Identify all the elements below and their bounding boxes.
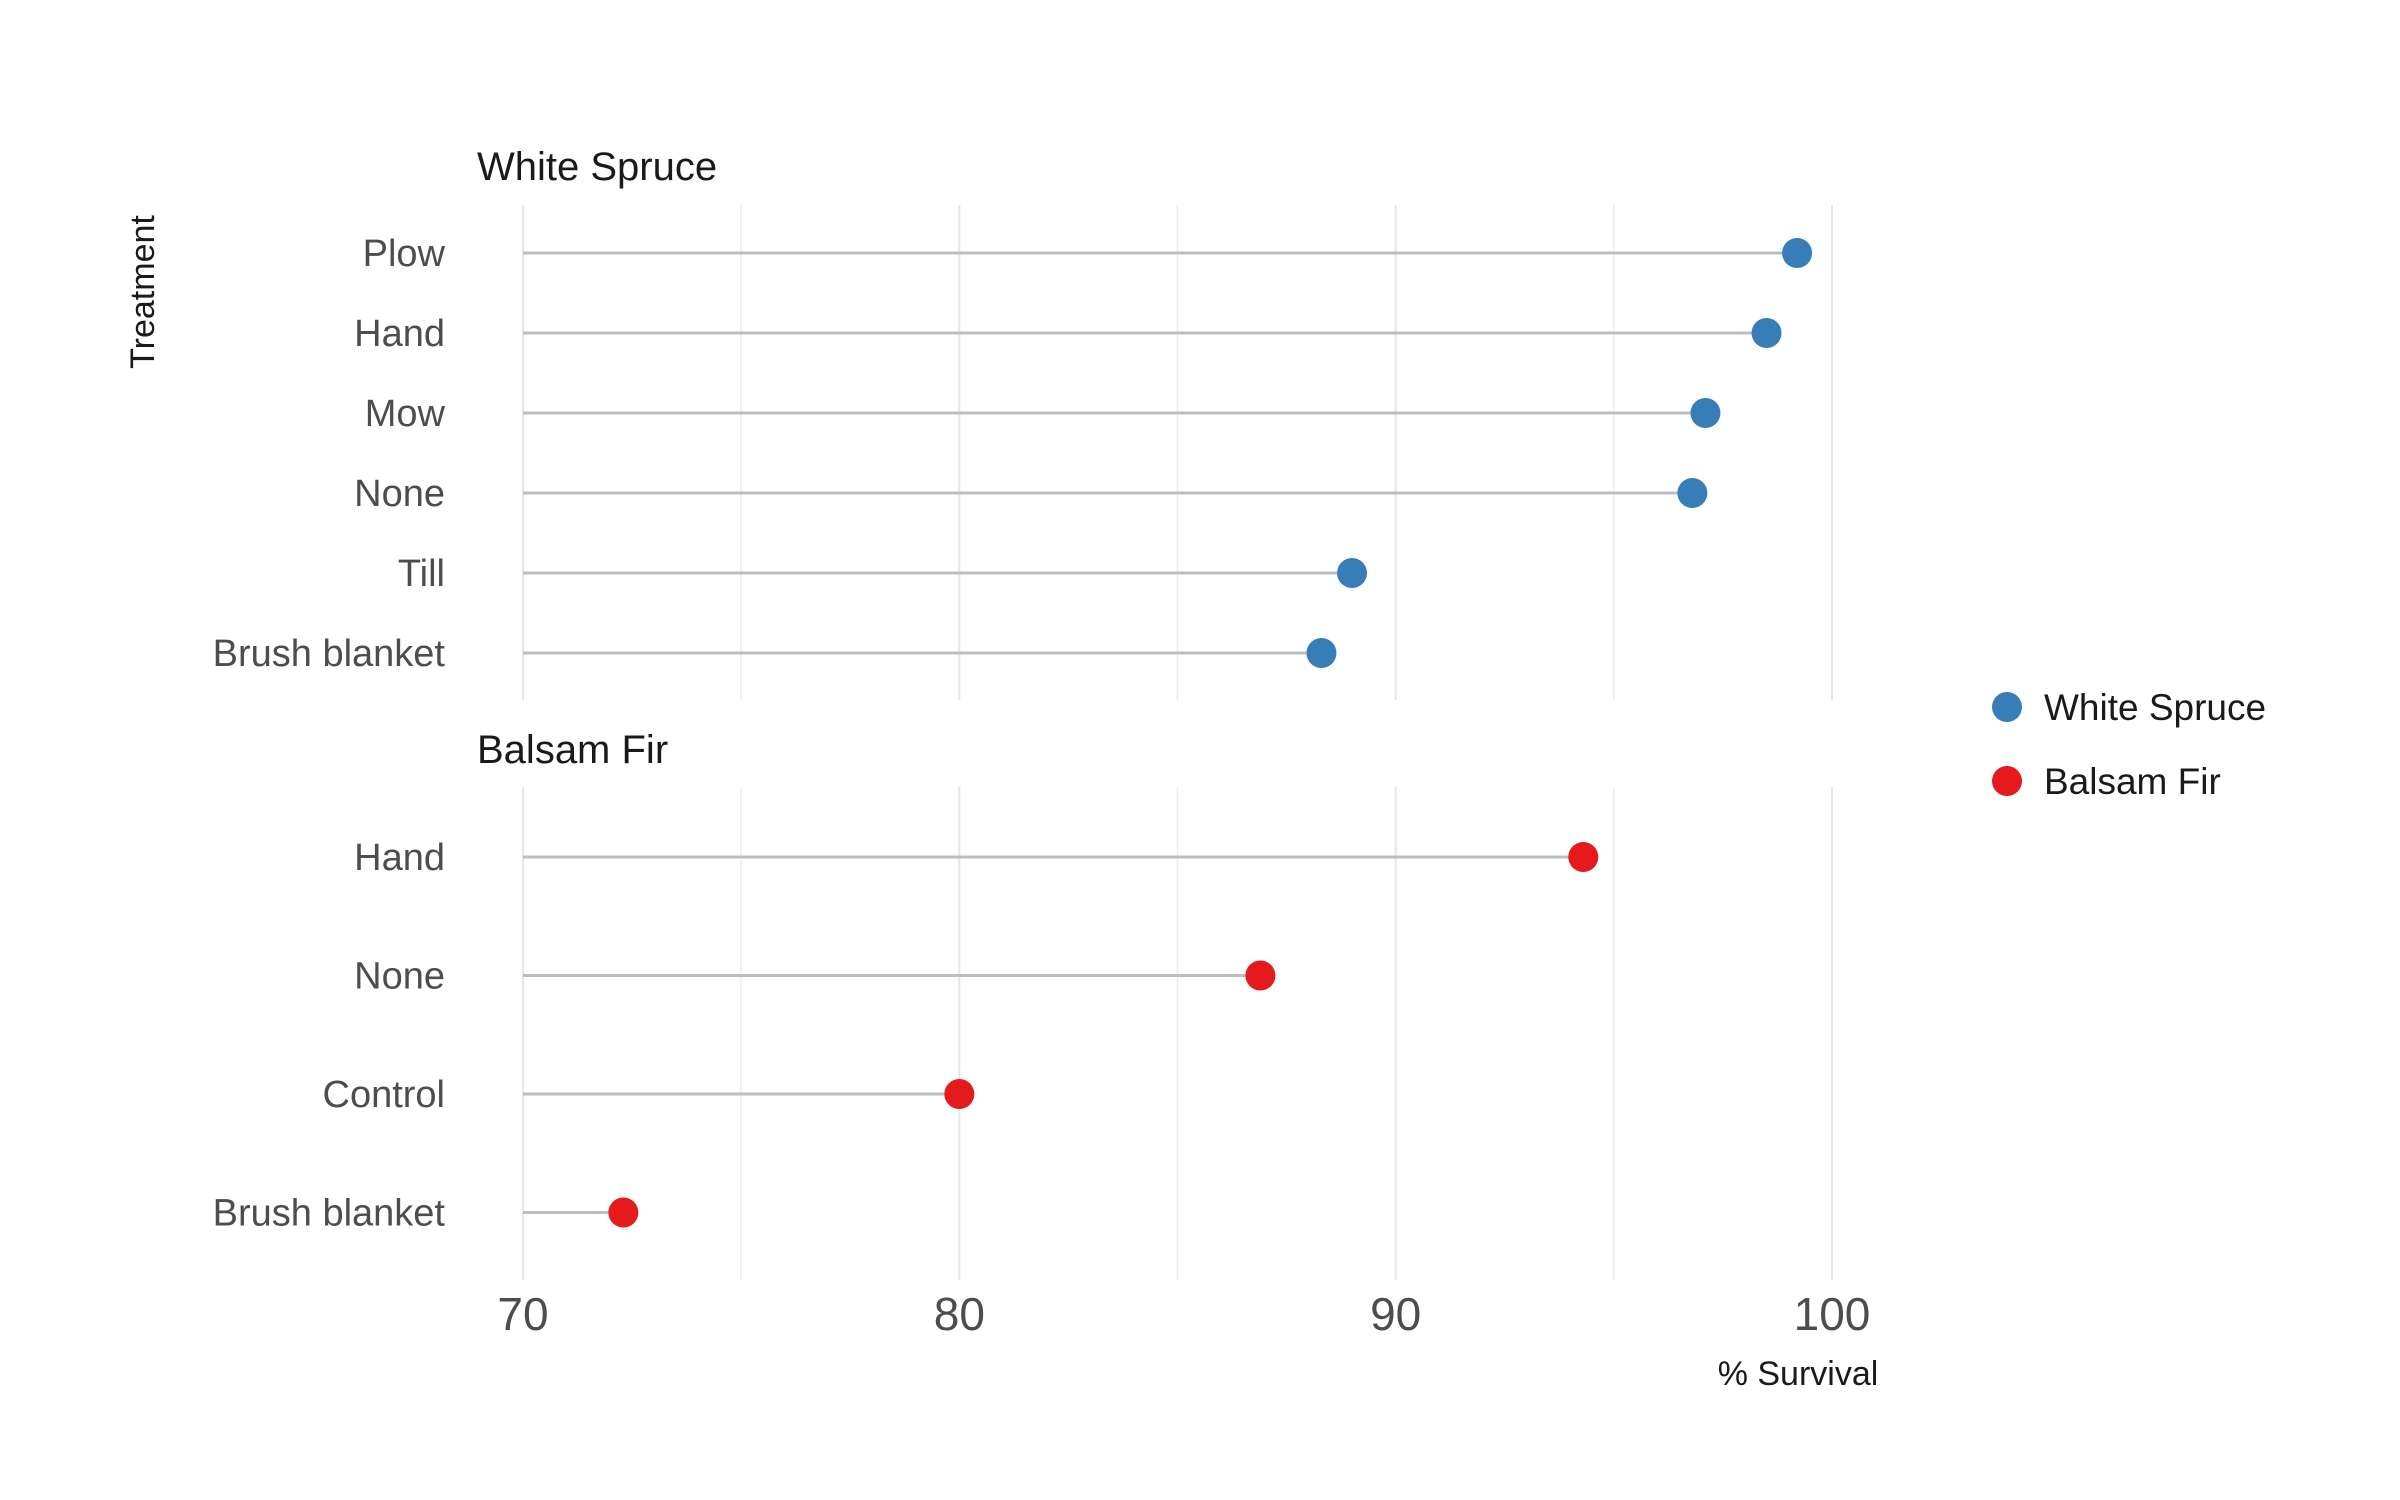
x-axis-title: % Survival [1718, 1355, 1879, 1393]
category-label: None [354, 956, 445, 998]
data-point [1677, 478, 1708, 508]
data-point [1306, 638, 1337, 668]
data-point [1690, 398, 1721, 428]
data-point [608, 1197, 639, 1228]
panel-0: White Spruce Plow Hand Mow None Till Brush bla… [213, 145, 1833, 700]
category-label: Brush blanket [213, 633, 446, 675]
category-label: None [354, 473, 445, 515]
legend-marker [1992, 692, 2022, 722]
legend-marker [1992, 766, 2022, 796]
legend-label: White Spruce [2044, 687, 2266, 728]
category-label: Hand [354, 313, 445, 355]
category-label: Control [323, 1074, 446, 1116]
category-label: Till [398, 553, 445, 595]
panel-title: White Spruce [477, 145, 717, 189]
x-tick-label: 80 [934, 1288, 985, 1340]
data-point [1751, 318, 1782, 348]
legend: White Spruce Balsam Fir [1992, 687, 2266, 802]
legend-label: Balsam Fir [2044, 761, 2221, 802]
x-tick-label: 70 [497, 1288, 548, 1340]
category-label: Brush blanket [213, 1193, 446, 1235]
category-label: Hand [354, 837, 445, 879]
data-point [944, 1079, 975, 1109]
panel-1: Balsam Fir Hand None Control Brush blanket [213, 728, 1833, 1280]
category-label: Mow [365, 393, 446, 435]
category-label: Plow [363, 233, 446, 275]
data-point [1337, 558, 1368, 588]
x-tick-label: 90 [1370, 1288, 1421, 1340]
data-point [1782, 238, 1813, 268]
data-point [1245, 960, 1276, 991]
x-tick-label: 100 [1794, 1288, 1871, 1340]
y-axis-title: Treatment [124, 215, 162, 369]
panel-title: Balsam Fir [477, 728, 668, 772]
data-point [1568, 842, 1599, 872]
